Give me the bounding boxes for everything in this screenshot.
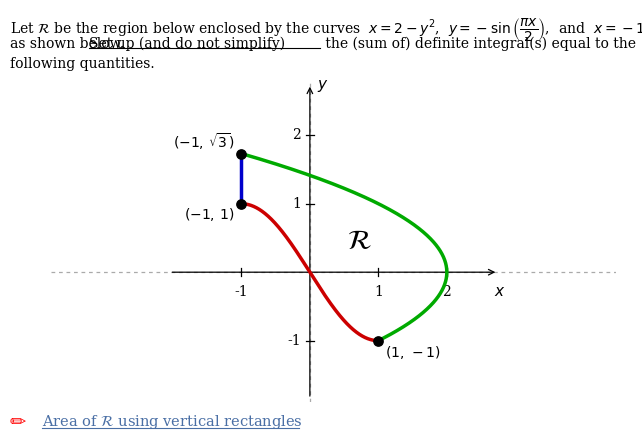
Text: Set up (and do not simplify): Set up (and do not simplify) (89, 37, 284, 51)
Text: 2: 2 (442, 285, 451, 299)
Text: as shown below.: as shown below. (10, 37, 132, 51)
Text: Area of $\mathcal{R}$ using vertical rectangles: Area of $\mathcal{R}$ using vertical rec… (42, 413, 302, 431)
Point (236, 200, 247, 207)
Text: 1: 1 (292, 197, 301, 211)
Text: following quantities.: following quantities. (10, 57, 154, 71)
Point (236, 150, 247, 157)
Text: $(-1,\,\sqrt{3})$: $(-1,\,\sqrt{3})$ (173, 131, 234, 152)
Text: $y$: $y$ (317, 78, 328, 94)
Text: $x$: $x$ (494, 285, 506, 299)
Point (373, 337, 383, 344)
Text: the (sum of) definite integral(s) equal to the: the (sum of) definite integral(s) equal … (321, 37, 636, 51)
Text: $(1,\,-1)$: $(1,\,-1)$ (385, 344, 441, 361)
Text: $(-1,\,1)$: $(-1,\,1)$ (184, 206, 234, 223)
Text: $\mathcal{R}$: $\mathcal{R}$ (347, 228, 372, 255)
Text: -1: -1 (234, 285, 248, 299)
Text: 2: 2 (292, 128, 301, 142)
Text: 1: 1 (374, 285, 383, 299)
Text: ✏: ✏ (10, 413, 26, 432)
Text: Let $\mathcal{R}$ be the region below enclosed by the curves  $x = 2-y^2$,  $y =: Let $\mathcal{R}$ be the region below en… (10, 16, 642, 42)
Text: -1: -1 (288, 333, 301, 348)
